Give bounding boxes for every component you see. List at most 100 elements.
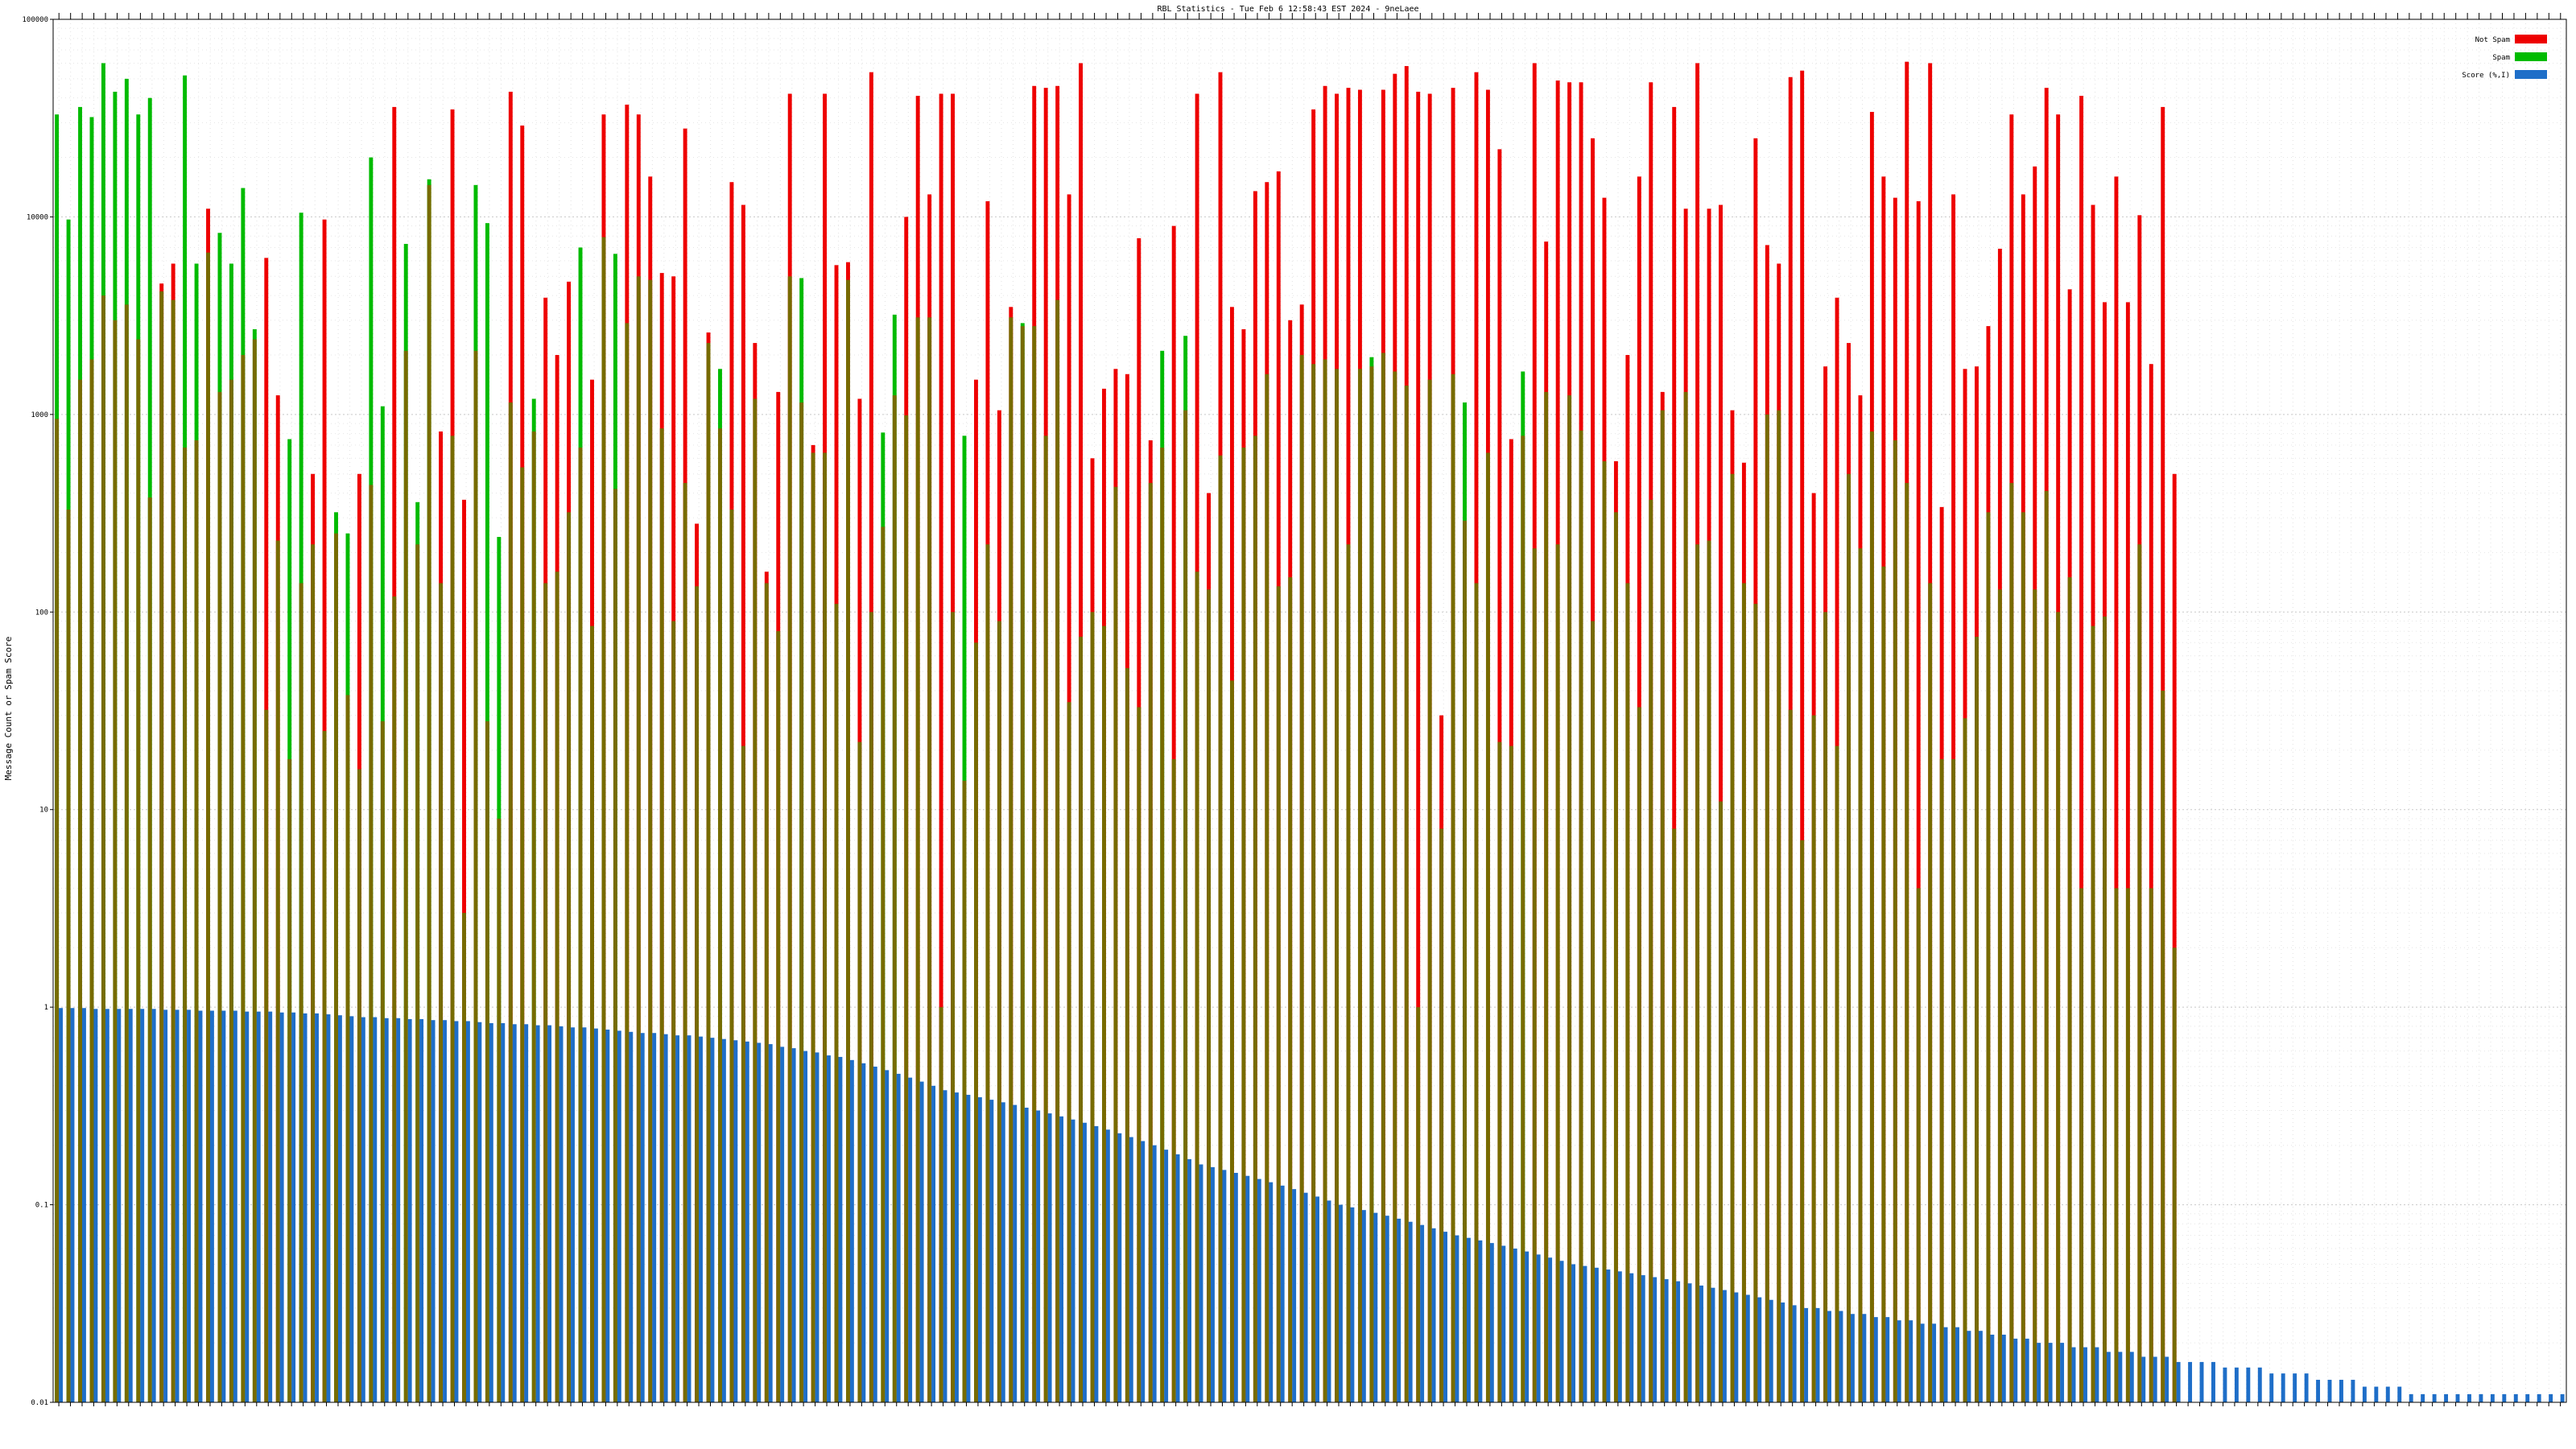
overlap-bar (1777, 410, 1781, 1402)
overlap-bar (881, 526, 886, 1402)
score-bar (2549, 1393, 2553, 1402)
legend-swatch (2515, 70, 2547, 79)
overlap-bar (2125, 888, 2130, 1402)
overlap-bar (787, 276, 792, 1402)
score-bar (687, 1035, 691, 1402)
score-bar (2025, 1338, 2029, 1402)
score-bar (337, 1015, 342, 1402)
score-bar (2421, 1393, 2425, 1402)
overlap-bar (1497, 741, 1502, 1402)
score-bar (1478, 1240, 1483, 1402)
score-bar (663, 1034, 668, 1402)
overlap-bar (159, 291, 164, 1403)
score-bar (1676, 1281, 1681, 1402)
score-bar (1036, 1110, 1041, 1402)
score-bar (1792, 1305, 1797, 1402)
overlap-bar (799, 402, 804, 1402)
score-bar (931, 1085, 936, 1402)
score-bar (1315, 1196, 1319, 1402)
score-bar (2257, 1367, 2262, 1402)
overlap-bar (497, 818, 502, 1402)
score-bar (1641, 1275, 1645, 1402)
overlap-bar (1823, 612, 1828, 1402)
overlap-bar (520, 467, 525, 1402)
overlap-bar (601, 237, 606, 1402)
overlap-bar (1009, 317, 1013, 1402)
score-bar (2409, 1393, 2413, 1402)
score-bar (489, 1023, 493, 1402)
y-tick-label: 100000 (22, 16, 48, 24)
overlap-bar (1567, 395, 1572, 1403)
score-bar (1827, 1311, 1831, 1402)
score-bar (629, 1031, 634, 1402)
score-bar (1711, 1287, 1715, 1402)
overlap-bar (2021, 512, 2025, 1402)
overlap-bar (2172, 947, 2177, 1402)
overlap-bar (636, 276, 641, 1402)
overlap-bar (1869, 431, 1874, 1402)
overlap-bar (1357, 369, 1362, 1403)
overlap-bar (846, 279, 850, 1402)
score-bar (396, 1018, 401, 1402)
score-bar (710, 1038, 715, 1402)
score-bar (268, 1011, 273, 1402)
score-bar (2118, 1352, 2123, 1402)
overlap-bar (1521, 436, 1525, 1402)
score-bar (1513, 1249, 1517, 1402)
y-tick-label: 1 (44, 1004, 48, 1012)
overlap-bar (1858, 548, 1863, 1403)
score-bar (2269, 1373, 2274, 1402)
overlap-bar (1276, 586, 1281, 1402)
score-bar (151, 1009, 156, 1402)
score-bar (209, 1010, 214, 1402)
score-bar (291, 1012, 296, 1402)
score-bar (2211, 1361, 2215, 1402)
score-bar (1955, 1327, 1959, 1402)
score-bar (1222, 1170, 1227, 1402)
score-bar (163, 1009, 168, 1402)
overlap-bar (241, 354, 246, 1402)
score-bar (2060, 1343, 2065, 1402)
overlap-bar (985, 544, 990, 1403)
score-bar (1943, 1327, 1948, 1402)
score-bar (885, 1070, 890, 1402)
overlap-bar (473, 350, 478, 1402)
score-bar (1152, 1145, 1157, 1402)
overlap-bar (1591, 621, 1595, 1402)
score-bar (1385, 1216, 1389, 1402)
score-bar (1583, 1265, 1587, 1402)
y-tick-label: 100 (35, 609, 48, 617)
overlap-bar (1171, 759, 1176, 1402)
overlap-bar (1404, 385, 1409, 1402)
not-spam-bar (1672, 106, 1677, 1403)
score-bar (1757, 1297, 1762, 1402)
legend-label: Not Spam (2475, 36, 2510, 44)
overlap-bar (485, 720, 489, 1402)
overlap-bar (1683, 391, 1688, 1402)
score-bar (1559, 1261, 1564, 1402)
score-bar (1431, 1228, 1436, 1402)
score-bar (955, 1092, 959, 1402)
score-bar (815, 1052, 819, 1402)
bars (55, 61, 2565, 1403)
overlap-bar (1672, 828, 1677, 1402)
score-bar (361, 1017, 365, 1402)
overlap-bar (613, 489, 617, 1402)
score-bar (2071, 1347, 2076, 1402)
score-bar (1920, 1323, 1925, 1402)
overlap-bar (1939, 759, 1944, 1402)
score-bar (2339, 1380, 2343, 1402)
score-bar (1059, 1116, 1064, 1402)
overlap-bar (369, 485, 374, 1402)
score-bar (81, 1008, 86, 1402)
score-bar (559, 1026, 564, 1402)
score-bar (2165, 1356, 2169, 1402)
overlap-bar (1229, 680, 1234, 1402)
score-bar (2223, 1367, 2227, 1402)
overlap-bar (1195, 572, 1199, 1402)
score-bar (524, 1024, 529, 1402)
score-bar (477, 1022, 482, 1402)
overlap-bar (543, 583, 548, 1402)
score-bar (187, 1009, 191, 1402)
overlap-bar (1113, 486, 1118, 1402)
